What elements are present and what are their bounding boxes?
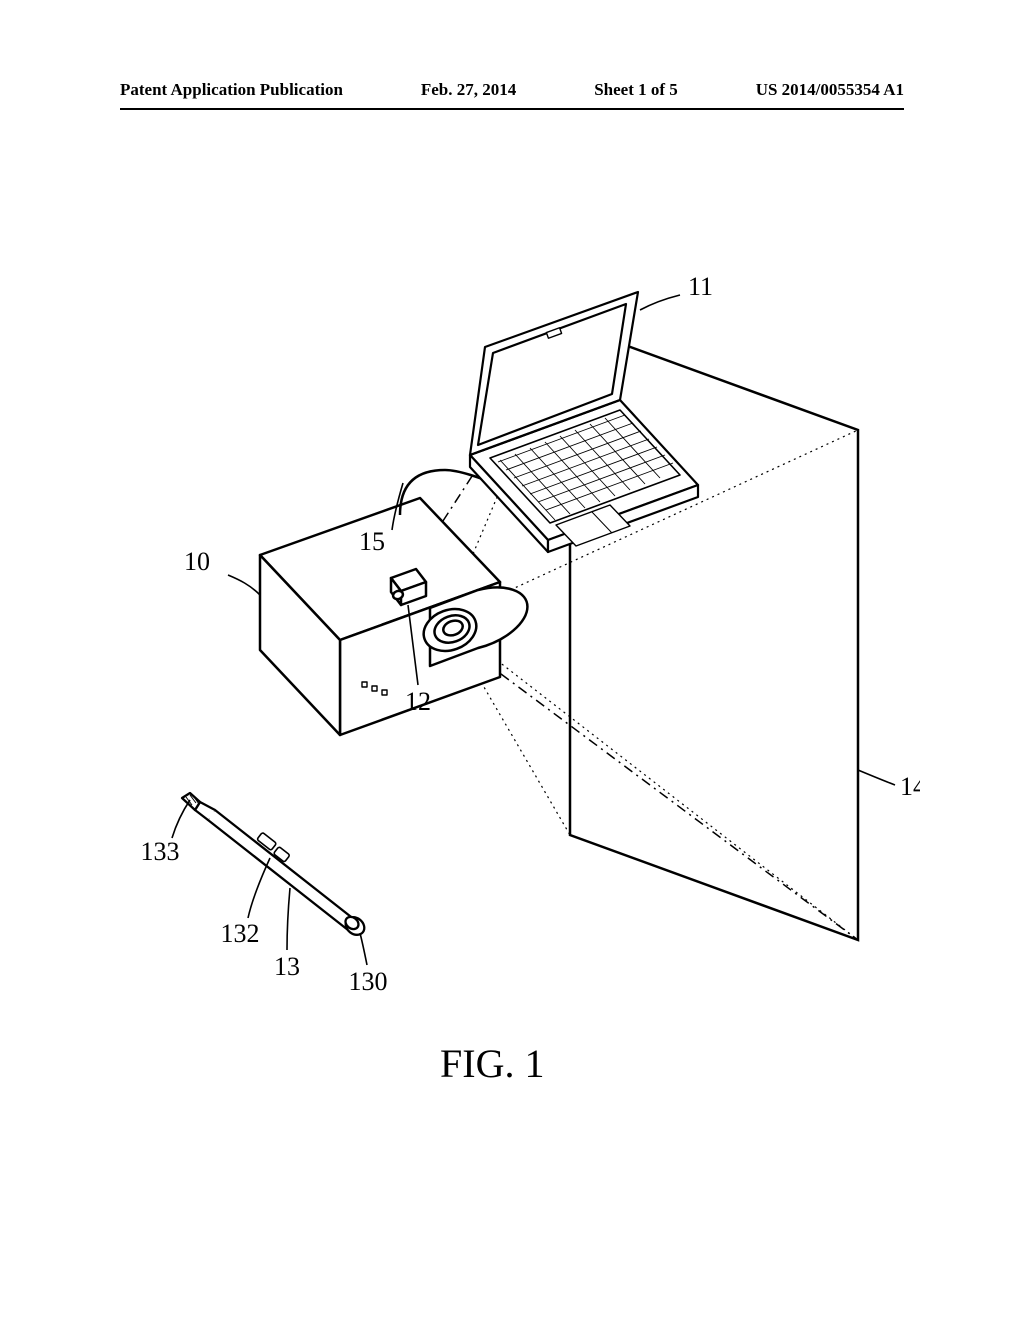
ref-label-14: 14 (900, 772, 920, 801)
figure-caption: FIG. 1 (440, 1040, 544, 1087)
ref-label-10: 10 (184, 547, 210, 576)
ref-label-133: 133 (141, 837, 180, 866)
header-patent-number: US 2014/0055354 A1 (756, 80, 904, 100)
ref-label-11: 11 (688, 272, 713, 301)
header-rule (120, 108, 904, 110)
header-date: Feb. 27, 2014 (421, 80, 516, 100)
ref-label-13: 13 (274, 952, 300, 981)
ref-label-132: 132 (221, 919, 260, 948)
ref-label-130: 130 (349, 967, 388, 996)
ref-label-15: 15 (359, 527, 385, 556)
header-sheet: Sheet 1 of 5 (594, 80, 678, 100)
ref-label-12: 12 (405, 687, 431, 716)
figure-1: 10 11 12 13 14 15 130 132 133 (100, 240, 920, 1140)
header-publication: Patent Application Publication (120, 80, 343, 100)
